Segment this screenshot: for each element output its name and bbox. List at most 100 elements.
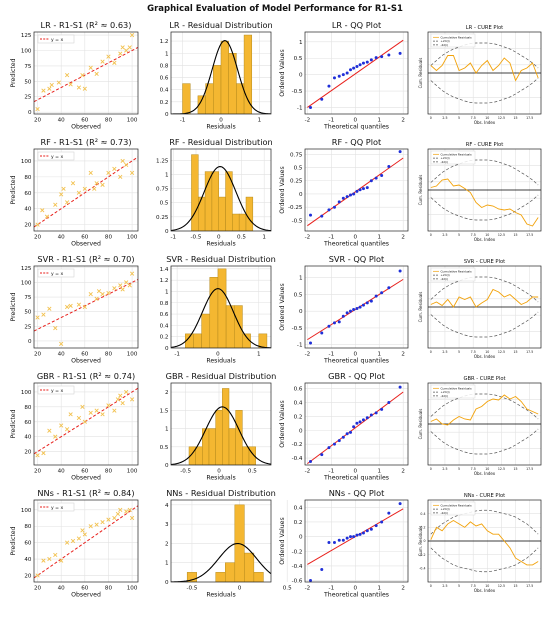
x-tick-label: 0 xyxy=(238,586,242,592)
y-tick-label: 0.25 xyxy=(290,179,303,185)
plot-frame xyxy=(304,499,409,583)
x-tick-label: -1 xyxy=(174,352,180,358)
panel-title: RF - R1-S1 (R² ≈ 0.73) xyxy=(40,137,131,147)
lower-band-line xyxy=(430,547,539,573)
x-axis-label: Observed xyxy=(71,358,101,365)
x-tick-label: 60 xyxy=(81,469,89,475)
x-tick-label: 2 xyxy=(401,235,405,241)
qq-point xyxy=(352,535,356,539)
y-tick-label: 60 xyxy=(24,420,32,426)
histogram-bar xyxy=(195,446,203,465)
qq-point xyxy=(327,84,331,88)
panel-title: LR - Residual Distribution xyxy=(169,20,272,30)
qq-point xyxy=(398,269,402,273)
x-tick-label: -1 xyxy=(170,235,176,241)
qq-point xyxy=(398,51,402,55)
y-axis-label: Ordered Values xyxy=(279,517,286,564)
histogram-bar xyxy=(213,65,222,114)
y-tick-label: -0.6 xyxy=(292,579,303,585)
panel-title: SVR - CURE Plot xyxy=(464,259,505,265)
x-tick-label: 15 xyxy=(514,233,518,237)
identity-line xyxy=(34,156,138,228)
histogram-bar xyxy=(244,552,255,582)
panel-title: NNs - CURE Plot xyxy=(464,493,505,499)
panel-title: NNs - R1-S1 (R² ≈ 0.84) xyxy=(37,488,134,498)
qq-point xyxy=(380,407,384,411)
panel-title: SVR - QQ Plot xyxy=(329,254,385,264)
qq-point xyxy=(332,442,336,446)
y-tick-label: 75 xyxy=(24,295,32,301)
qq-point xyxy=(361,61,365,65)
x-tick-label: 1 xyxy=(377,352,381,358)
qq-point xyxy=(369,179,373,183)
x-tick-label: 0 xyxy=(354,586,358,592)
plot-content xyxy=(34,505,138,579)
panel-title: RF - CURE Plot xyxy=(466,142,504,148)
qq-point xyxy=(361,418,365,422)
y-tick-label: 125 xyxy=(21,266,32,272)
legend-label: +2σ(i) xyxy=(441,39,450,43)
x-tick-label: 10 xyxy=(485,584,489,588)
qq-point xyxy=(337,538,341,542)
x-tick-label: -2 xyxy=(305,118,311,124)
y-tick-label: 40 xyxy=(24,435,32,441)
x-tick-label: -1 xyxy=(180,118,186,124)
scatter-point xyxy=(82,304,87,310)
qq-point xyxy=(349,309,353,313)
y-tick-label: 0.8 xyxy=(160,301,169,307)
plot-area xyxy=(305,266,408,348)
x-tick-label: 2 xyxy=(401,469,405,475)
lower-band-line xyxy=(430,77,539,104)
qq-point xyxy=(320,568,324,572)
x-tick-label: 15 xyxy=(514,584,518,588)
x-tick-label: 17.5 xyxy=(526,350,533,354)
x-tick-label: 0 xyxy=(219,118,223,124)
x-tick-label: -1 xyxy=(329,118,335,124)
y-tick-label: 0.6 xyxy=(294,387,303,393)
y-tick-label: 20 xyxy=(24,450,32,456)
legend-label: y = x xyxy=(51,389,63,394)
scatter-point xyxy=(40,208,45,213)
legend-box xyxy=(430,33,476,48)
y-tick-label: 40 xyxy=(24,207,32,213)
y-axis-label: Predicted xyxy=(10,526,17,555)
panel-title: GBR - QQ Plot xyxy=(328,371,386,381)
qq-point xyxy=(387,400,391,404)
plot-frame xyxy=(33,265,139,349)
reference-line xyxy=(307,157,404,227)
legend-label: Cumulative Residuals xyxy=(441,35,473,39)
qq-point xyxy=(374,176,378,180)
y-tick-label: 1 xyxy=(165,427,169,433)
x-tick-label: 60 xyxy=(81,235,89,241)
y-tick-label: 0.4 xyxy=(420,512,425,516)
qq-point xyxy=(369,299,373,303)
scatter-point xyxy=(92,186,97,191)
scatter-point xyxy=(41,88,46,93)
plot-frame xyxy=(427,382,542,466)
y-tick-label: 0.5 xyxy=(294,166,303,172)
x-tick-label: 1 xyxy=(262,235,266,241)
scatter-point xyxy=(106,290,111,296)
qq-point xyxy=(361,531,365,535)
histogram-bar xyxy=(215,572,226,582)
qq-point xyxy=(361,187,365,191)
y-tick-label: 100 xyxy=(21,390,32,396)
panel-title: GBR - R1-S1 (R² ≈ 0.74) xyxy=(37,371,135,381)
scatter-point xyxy=(68,412,73,417)
plot-content xyxy=(34,271,138,347)
y-axis-label: Cum. Residuals xyxy=(418,409,423,440)
x-tick-label: 5 xyxy=(458,584,460,588)
qq-point xyxy=(398,385,402,389)
y-tick-label: 0 xyxy=(299,535,303,541)
y-tick-label: 2 xyxy=(165,541,169,547)
scatter-point xyxy=(70,538,76,544)
scatter-point xyxy=(94,71,99,77)
qq-point xyxy=(327,208,331,212)
x-tick-label: 7.5 xyxy=(471,116,476,120)
reference-line xyxy=(307,508,404,565)
legend: Cumulative Residuals+2σ(i)-2σ(i) xyxy=(430,33,476,48)
y-tick-label: -1 xyxy=(297,105,303,111)
plot-frame xyxy=(304,265,409,349)
x-tick-label: 100 xyxy=(127,235,138,241)
scatter-point xyxy=(106,170,111,176)
